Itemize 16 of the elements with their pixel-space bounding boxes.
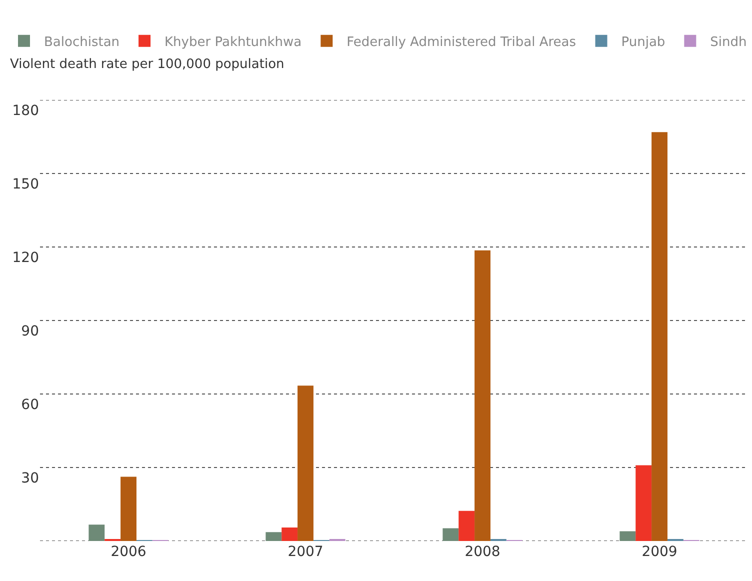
legend-label: Punjab: [621, 34, 666, 50]
legend-label: Balochistan: [44, 34, 120, 50]
y-tick-label: 90: [21, 323, 39, 340]
y-tick-label: 60: [21, 396, 39, 413]
legend-label: Federally Administered Tribal Areas: [346, 34, 576, 50]
y-tick-label: 120: [12, 250, 39, 266]
y-tick-label: 150: [12, 176, 39, 192]
x-tick-label: 2006: [110, 544, 146, 560]
legend-label: Sindh: [710, 34, 747, 50]
x-tick-label: 2008: [464, 544, 500, 560]
y-tick-label: 30: [21, 470, 39, 486]
legend-label: Khyber Pakhtunkhwa: [164, 34, 302, 50]
x-tick-label: 2009: [642, 544, 678, 560]
y-tick-label: 180: [12, 102, 39, 119]
y-axis-title: Violent death rate per 100,000 population: [10, 57, 284, 72]
x-tick-label: 2007: [288, 544, 324, 560]
